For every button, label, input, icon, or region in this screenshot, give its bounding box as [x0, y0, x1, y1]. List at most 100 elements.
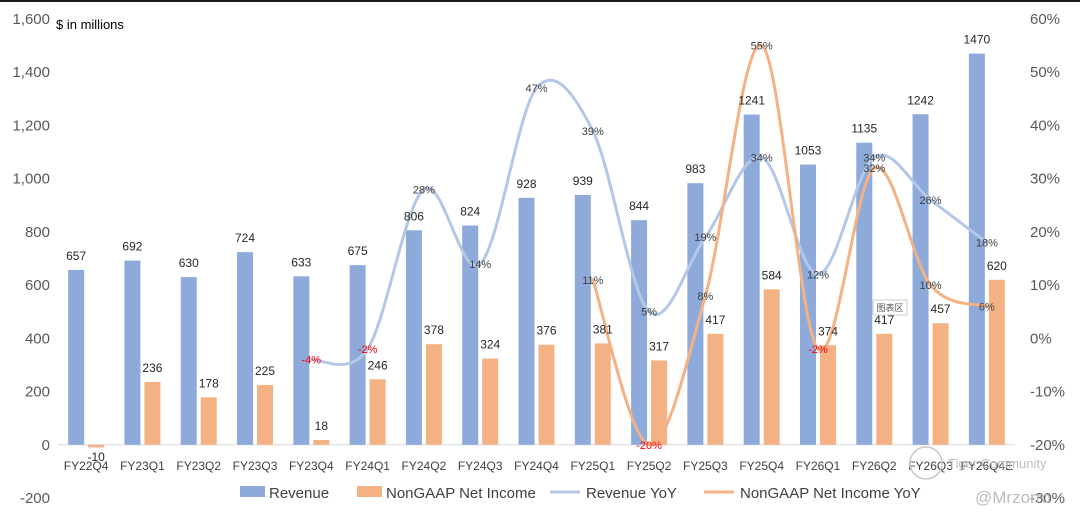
- net-income-bar: [482, 358, 499, 445]
- revenue-yoy-label: 34%: [751, 152, 773, 164]
- watermark: Tiger Community @Mrzorro: [909, 446, 1051, 507]
- net-income-yoy-label: 11%: [582, 275, 603, 287]
- plot-area-tag: 图表区: [872, 299, 908, 316]
- net-income-bar: [88, 444, 105, 448]
- net-income-bar: [651, 360, 668, 445]
- revenue-yoy-line: [309, 78, 989, 367]
- revenue-yoy-label: 14%: [469, 259, 491, 271]
- revenue-value-label: 824: [460, 205, 480, 219]
- category-label: FY25Q2: [627, 459, 672, 473]
- net-income-value-label: 378: [424, 323, 444, 337]
- net-income-value-label: 620: [987, 259, 1007, 273]
- net-income-bar: [425, 344, 442, 445]
- net-income-bar: [988, 279, 1005, 445]
- revenue-yoy-label: 28%: [413, 184, 435, 196]
- revenue-bar: [743, 114, 760, 445]
- y-left-tick: 400: [25, 330, 50, 347]
- y-right-tick: 40%: [1030, 117, 1060, 134]
- y-right-tick: 30%: [1030, 171, 1060, 188]
- revenue-bar: [293, 276, 310, 445]
- legend-label: Revenue: [269, 485, 329, 502]
- net-income-bar: [313, 439, 330, 445]
- revenue-value-label: 1135: [851, 122, 877, 136]
- net-income-value-label: 324: [480, 338, 500, 352]
- unit-label: $ in millions: [56, 17, 124, 32]
- category-label: FY24Q3: [458, 459, 503, 473]
- revenue-yoy-label: 39%: [582, 126, 604, 138]
- category-label: FY26Q4E: [961, 459, 1014, 473]
- net-income-bar: [538, 344, 555, 445]
- revenue-value-label: 724: [235, 231, 255, 245]
- net-income-bar: [369, 379, 386, 445]
- revenue-bar: [180, 277, 197, 445]
- y-left-tick: 200: [25, 384, 50, 401]
- y-left-tick: 1,600: [12, 11, 50, 28]
- category-label: FY24Q1: [345, 459, 390, 473]
- revenue-yoy-label: -4%: [302, 355, 322, 367]
- net-income-value-label: 417: [705, 313, 725, 327]
- net-income-value-label: 374: [818, 324, 838, 338]
- category-label: FY25Q1: [570, 459, 615, 473]
- category-labels: FY22Q4 FY23Q1 FY23Q2 FY23Q3 FY23Q4 FY24Q1 FY24…: [64, 459, 1013, 473]
- net-income-yoy-label: 10%: [920, 280, 942, 292]
- revenue-value-label: 1241: [738, 94, 765, 108]
- revenue-value-label: 1470: [964, 33, 991, 47]
- revenue-value-label: 657: [66, 249, 86, 263]
- net-income-bar: [144, 381, 161, 445]
- y-axis-left: -200 0 200 400 600 800 1,000 1,200 1,400 1,600: [12, 11, 50, 507]
- net-income-value-label: 236: [142, 361, 162, 375]
- y-right-tick: -10%: [1030, 384, 1065, 401]
- net-income-bar: [707, 333, 724, 445]
- net-income-value-label: 225: [255, 364, 275, 378]
- revenue-bar: [462, 225, 479, 445]
- net-income-value-label: -10: [87, 450, 105, 464]
- net-income-value-label: 376: [536, 324, 556, 338]
- revenue-bar: [68, 269, 85, 445]
- category-label: FY23Q4: [289, 459, 334, 473]
- line-labels-layer: -4% -2% 28% 14% 47% 39% 5% 19% 34% 12% 34% 26% 18% 11…: [302, 41, 999, 452]
- net-income-yoy-label: -20%: [636, 440, 662, 452]
- revenue-bar: [405, 230, 422, 445]
- category-label: FY25Q4: [739, 459, 784, 473]
- revenue-value-label: 692: [122, 240, 142, 254]
- net-income-yoy-label: 8%: [697, 291, 713, 303]
- revenue-bar: [574, 194, 591, 445]
- revenue-value-label: 633: [291, 255, 311, 269]
- category-label: FY26Q3: [908, 459, 953, 473]
- revenue-value-label: 630: [179, 256, 199, 270]
- revenue-bar: [124, 260, 141, 445]
- revenue-bar: [912, 114, 929, 445]
- revenue-bar: [799, 164, 816, 445]
- revenue-yoy-label: 47%: [525, 83, 547, 95]
- net-income-value-label: 457: [931, 302, 951, 316]
- category-label: FY24Q4: [514, 459, 559, 473]
- revenue-yoy-label: 18%: [976, 238, 998, 250]
- net-income-yoy-label: 32%: [863, 163, 885, 175]
- revenue-yoy-label: -2%: [358, 344, 378, 356]
- legend-label: Revenue YoY: [586, 485, 677, 502]
- y-left-tick: 1,200: [12, 117, 50, 134]
- net-income-value-label: 417: [874, 313, 894, 327]
- net-income-bar: [763, 289, 780, 445]
- net-income-bar: [819, 345, 836, 445]
- legend-swatch: [357, 486, 382, 497]
- net-income-yoy-label: 6%: [979, 301, 995, 313]
- y-right-tick: 10%: [1030, 277, 1060, 294]
- y-right-tick: 0%: [1030, 330, 1052, 347]
- net-income-bar: [932, 323, 949, 445]
- bar-labels-layer: 657 -10 692 236 630 178 724 225 633 18 675 246 806 37…: [66, 33, 1007, 464]
- category-label: FY23Q1: [120, 459, 165, 473]
- revenue-yoy-label: 19%: [694, 232, 716, 244]
- net-income-value-label: 584: [762, 268, 782, 282]
- lines-layer: [309, 44, 989, 447]
- watermark-handle: @Mrzorro: [975, 488, 1051, 507]
- category-label: FY26Q1: [796, 459, 841, 473]
- revenue-bar: [518, 197, 535, 445]
- legend-swatch: [240, 486, 265, 497]
- revenue-value-label: 806: [404, 209, 424, 223]
- net-income-value-label: 178: [199, 376, 219, 390]
- revenue-yoy-label: 34%: [863, 152, 885, 164]
- net-income-value-label: 18: [315, 419, 329, 433]
- y-right-tick: -30%: [1030, 490, 1065, 507]
